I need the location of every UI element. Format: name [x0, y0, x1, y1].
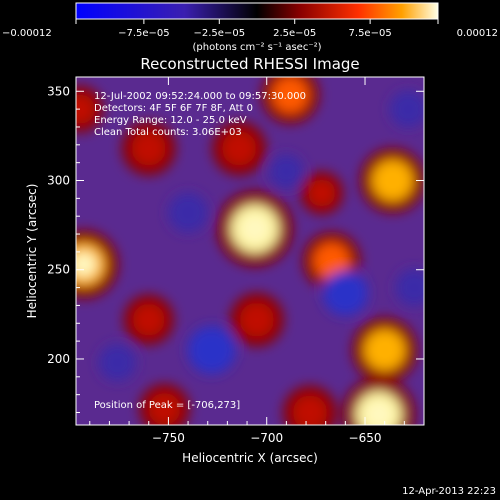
heatmap-source: [272, 77, 309, 114]
x-tick-label: −650: [349, 431, 382, 445]
y-tick-label: 350: [47, 84, 70, 98]
heatmap-source: [132, 303, 165, 336]
heatmap-negative-source: [389, 90, 424, 128]
heatmap-source: [148, 393, 181, 425]
colorbar-tick-label: −0.00012: [2, 28, 52, 39]
heatmap-source: [222, 131, 257, 166]
heatmap-source-core: [240, 214, 269, 243]
heatmap-negative-source: [187, 326, 236, 375]
heatmap-source: [292, 395, 327, 425]
x-tick-label: −700: [250, 431, 283, 445]
y-tick-label: 250: [47, 263, 70, 277]
heatmap-source: [131, 131, 166, 166]
heatmap-source: [308, 179, 336, 207]
peak-position-label: Position of Peak = [-706,273]: [94, 400, 240, 411]
heatmap-negative-source: [322, 270, 369, 316]
plot-frame: [75, 76, 425, 426]
heatmap-source: [239, 302, 274, 337]
heatmap-source: [364, 329, 406, 371]
heatmap-source: [76, 94, 95, 124]
colorbar-tick-label: −2.5e−05: [194, 28, 246, 39]
colorbar-tick-label: 7.5e−05: [349, 28, 392, 39]
heatmap-negative-source: [269, 154, 304, 189]
annotation-line: 12-Jul-2002 09:52:24.000 to 09:57:30.000: [94, 91, 306, 102]
y-tick-label: 200: [47, 352, 70, 366]
colorbar: [76, 3, 438, 19]
heatmap-source-core: [76, 251, 97, 278]
footer-timestamp: 12-Apr-2013 22:23: [402, 486, 496, 497]
annotation-line: Clean Total counts: 3.06E+03: [94, 127, 242, 138]
annotation-line: Detectors: 4F 5F 6F 7F 8F, Att 0: [94, 103, 253, 114]
heatmap-source: [372, 160, 414, 202]
heatmap-source: [313, 242, 350, 279]
heatmap-area: [76, 77, 424, 425]
y-axis-label: Heliocentric Y (arcsec): [25, 184, 39, 319]
heatmap-source-core: [365, 400, 393, 425]
x-tick-label: −750: [152, 431, 185, 445]
annotation-line: Energy Range: 12.0 - 25.0 keV: [94, 115, 247, 126]
colorbar-tick-label: 0.00012: [457, 28, 498, 39]
chart-title: Reconstructed RHESSI Image: [140, 55, 359, 73]
heatmap-negative-source: [98, 343, 136, 382]
colorbar-units: (photons cm⁻² s⁻¹ asec⁻²): [192, 42, 321, 53]
heatmap-negative-source: [168, 192, 209, 233]
colorbar-tick-label: −7.5e−05: [118, 28, 170, 39]
y-tick-label: 300: [47, 174, 70, 188]
colorbar-tick-label: 2.5e−05: [273, 28, 316, 39]
x-axis-label: Heliocentric X (arcsec): [182, 451, 318, 465]
heatmap-negative-source: [395, 268, 424, 307]
